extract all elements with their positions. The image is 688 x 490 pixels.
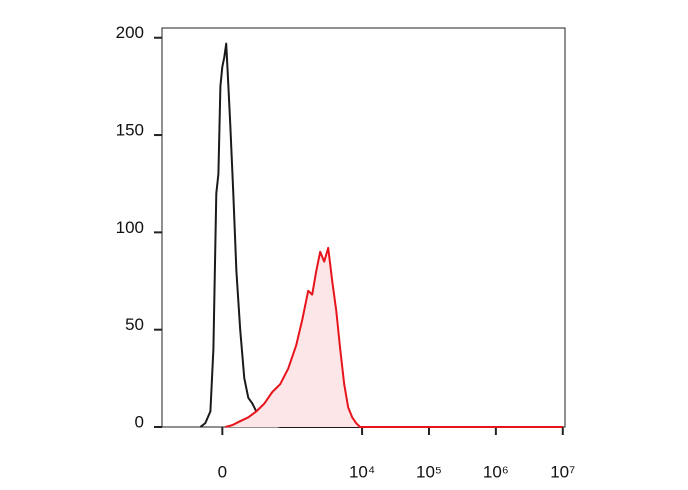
y-tick-label: 200	[116, 23, 144, 42]
x-tick-label: 0	[218, 462, 227, 481]
x-tick-label: 10⁶	[483, 462, 509, 481]
y-tick-label: 0	[135, 412, 144, 431]
x-tick-label: 10⁵	[416, 462, 442, 481]
y-tick-label: 100	[116, 218, 144, 237]
area-fill	[225, 247, 563, 427]
y-tick-label: 150	[116, 121, 144, 140]
x-tick-label: 10⁷	[550, 462, 575, 481]
histogram-line	[225, 246, 563, 428]
x-tick-label: 10⁴	[349, 462, 375, 481]
histogram-line	[199, 42, 563, 428]
plot-frame	[161, 27, 566, 428]
y-tick-label: 50	[125, 315, 144, 334]
